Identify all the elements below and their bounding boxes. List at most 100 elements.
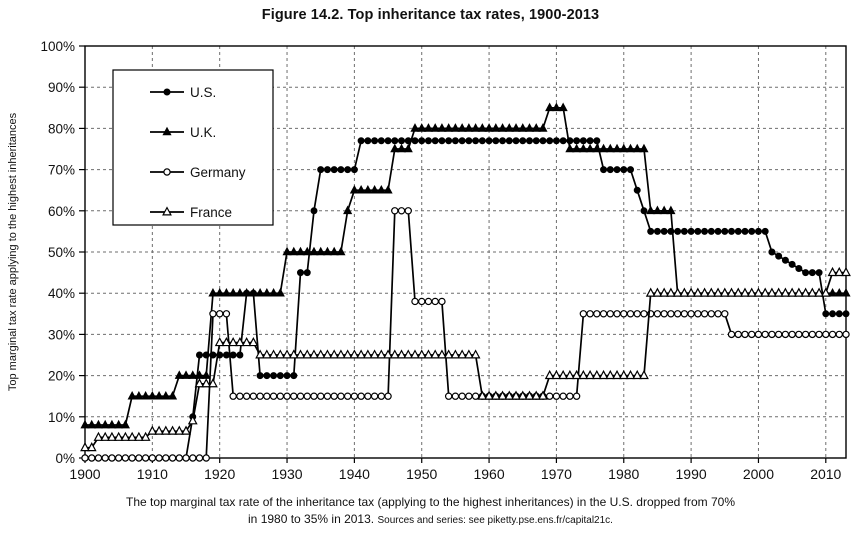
series-marker-germany <box>606 310 614 318</box>
series-marker-uk <box>383 184 393 194</box>
series-marker-us <box>842 310 850 318</box>
series-marker-uk <box>504 123 514 132</box>
series-marker-germany <box>108 454 116 462</box>
legend-label-france: France <box>190 205 232 220</box>
series-marker-germany <box>121 454 130 462</box>
series-marker-germany <box>788 330 796 339</box>
legend-label-germany: Germany <box>190 165 246 180</box>
series-marker-us <box>539 137 547 145</box>
series-marker-us <box>297 269 305 277</box>
series-marker-france <box>315 349 326 359</box>
series-marker-france <box>793 287 804 297</box>
series-marker-uk <box>343 205 353 215</box>
series-marker-uk <box>531 123 541 132</box>
series-marker-germany <box>613 310 621 318</box>
series-marker-germany <box>94 454 103 462</box>
series-marker-germany <box>175 454 183 462</box>
series-marker-uk <box>161 390 171 400</box>
series-marker-uk <box>114 419 124 429</box>
series-marker-france <box>356 349 367 359</box>
series-marker-germany <box>114 454 123 462</box>
series-marker-france <box>767 287 777 297</box>
series-marker-germany <box>444 392 453 400</box>
series-marker-uk <box>497 123 508 132</box>
caption-line-2: in 1980 to 35% in 2013. Sources and seri… <box>0 512 861 526</box>
series-marker-us <box>317 166 325 174</box>
series-marker-france <box>841 266 851 277</box>
series-marker-france <box>234 336 245 347</box>
series-marker-germany <box>438 297 446 306</box>
series-marker-germany <box>249 392 258 400</box>
series-marker-us <box>458 137 466 145</box>
series-marker-germany <box>424 297 433 306</box>
series-marker-germany <box>828 330 837 339</box>
series-marker-uk <box>666 205 676 215</box>
series-marker-france <box>147 425 158 435</box>
series-marker-germany <box>552 392 561 400</box>
series-marker-france <box>302 349 313 359</box>
series-marker-germany <box>727 330 736 339</box>
series-marker-germany <box>418 297 426 306</box>
series-marker-france <box>362 349 373 359</box>
series-marker-germany <box>808 330 817 339</box>
series-marker-france <box>410 349 420 359</box>
series-marker-us <box>438 137 446 145</box>
series-marker-uk <box>80 419 90 429</box>
series-marker-uk <box>174 370 184 379</box>
series-marker-germany <box>377 392 386 400</box>
series-marker-france <box>470 349 481 359</box>
series-marker-germany <box>761 330 769 339</box>
series-marker-germany <box>593 310 601 318</box>
series-marker-uk <box>484 123 494 132</box>
series-marker-france <box>477 390 488 400</box>
series-marker-us <box>431 137 439 145</box>
series-marker-uk <box>423 123 434 132</box>
series-marker-uk <box>646 205 656 215</box>
series-marker-uk <box>491 123 501 132</box>
series-marker-us <box>451 137 459 145</box>
series-marker-germany <box>370 392 379 400</box>
legend-marker-us <box>163 88 171 96</box>
series-marker-us <box>525 137 533 145</box>
series-marker-germany <box>391 207 399 215</box>
series-marker-uk <box>551 102 561 112</box>
series-marker-germany <box>801 330 810 339</box>
series-marker-uk <box>464 123 474 132</box>
series-marker-france <box>154 425 164 435</box>
series-marker-us <box>768 248 776 256</box>
series-marker-us <box>418 137 426 145</box>
series-marker-uk <box>477 123 487 132</box>
legend-label-us: U.S. <box>190 85 216 100</box>
series-marker-us <box>613 166 621 174</box>
series-marker-france <box>740 287 750 297</box>
series-marker-uk <box>430 123 440 132</box>
series-marker-us <box>229 351 237 359</box>
series-marker-france <box>497 390 508 400</box>
series-marker-germany <box>458 392 466 400</box>
series-marker-germany <box>209 310 217 318</box>
series-marker-uk <box>188 370 198 379</box>
series-marker-us <box>741 227 749 235</box>
series-marker-us <box>499 137 507 145</box>
series-marker-germany <box>317 392 325 400</box>
series-marker-uk <box>578 143 588 153</box>
legend-box <box>112 69 274 226</box>
series-marker-uk <box>619 143 629 153</box>
series-marker-germany <box>822 330 830 339</box>
series-marker-uk <box>632 143 642 153</box>
series-marker-germany <box>283 392 291 400</box>
y-tick-label: 90% <box>48 80 75 95</box>
series-marker-france <box>261 349 272 359</box>
series-marker-france <box>504 390 515 400</box>
series-marker-us <box>411 137 419 145</box>
series-marker-germany <box>222 310 231 318</box>
series-marker-germany <box>431 297 439 306</box>
series-marker-us <box>344 166 352 174</box>
series-marker-germany <box>835 330 843 339</box>
legend-marker-france <box>162 206 172 216</box>
series-marker-germany <box>700 310 709 318</box>
series-marker-germany <box>88 454 96 462</box>
x-tick-label: 1980 <box>608 466 639 482</box>
series-marker-uk <box>598 143 609 153</box>
